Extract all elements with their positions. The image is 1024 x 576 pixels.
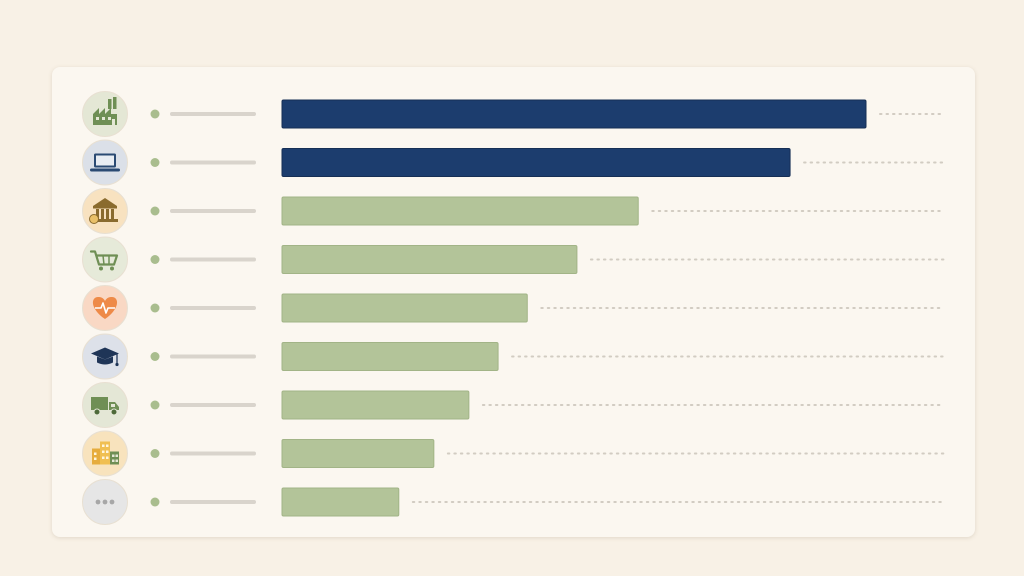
row-dot — [150, 497, 160, 507]
bar-row-education — [82, 333, 945, 380]
bar-manufacturing — [281, 99, 867, 129]
bar-row-technology — [82, 139, 945, 186]
delivery-truck-icon — [82, 382, 128, 428]
bar-row-finance — [82, 188, 945, 234]
label-placeholder — [170, 403, 256, 407]
row-dot — [150, 158, 160, 167]
row-dot — [150, 449, 160, 458]
row-dot — [150, 352, 160, 361]
bar-row-other — [82, 479, 945, 525]
bar-finance — [281, 196, 639, 226]
bar-retail — [281, 245, 578, 274]
row-dot — [150, 206, 160, 216]
label-placeholder — [170, 306, 256, 310]
graduation-cap-icon — [82, 333, 128, 380]
bar-logistics — [281, 390, 470, 420]
ellipsis-icon — [82, 479, 128, 525]
bar-row-logistics — [82, 382, 945, 428]
label-placeholder — [170, 160, 256, 165]
bar-row-healthcare — [82, 285, 945, 331]
bar-row-manufacturing — [82, 91, 945, 137]
bank-icon — [82, 188, 128, 234]
chart-card — [52, 67, 975, 537]
label-placeholder — [170, 354, 256, 359]
label-placeholder — [170, 451, 256, 456]
bar-other — [281, 487, 400, 517]
buildings-icon — [82, 430, 128, 477]
bar-real-estate — [281, 439, 435, 468]
laptop-icon — [82, 139, 128, 186]
bar-education — [281, 342, 499, 371]
row-dot — [150, 109, 160, 119]
heart-pulse-icon — [82, 285, 128, 331]
row-dot — [150, 303, 160, 313]
bar-row-real-estate — [82, 430, 945, 477]
bar-row-retail — [82, 236, 945, 283]
row-dot — [150, 400, 160, 410]
label-placeholder — [170, 500, 256, 504]
label-placeholder — [170, 112, 256, 116]
label-placeholder — [170, 257, 256, 262]
factory-icon — [82, 91, 128, 137]
row-dot — [150, 255, 160, 264]
shopping-cart-icon — [82, 236, 128, 283]
bar-chart — [82, 91, 945, 525]
bar-technology — [281, 148, 791, 177]
bar-healthcare — [281, 293, 528, 323]
label-placeholder — [170, 209, 256, 213]
